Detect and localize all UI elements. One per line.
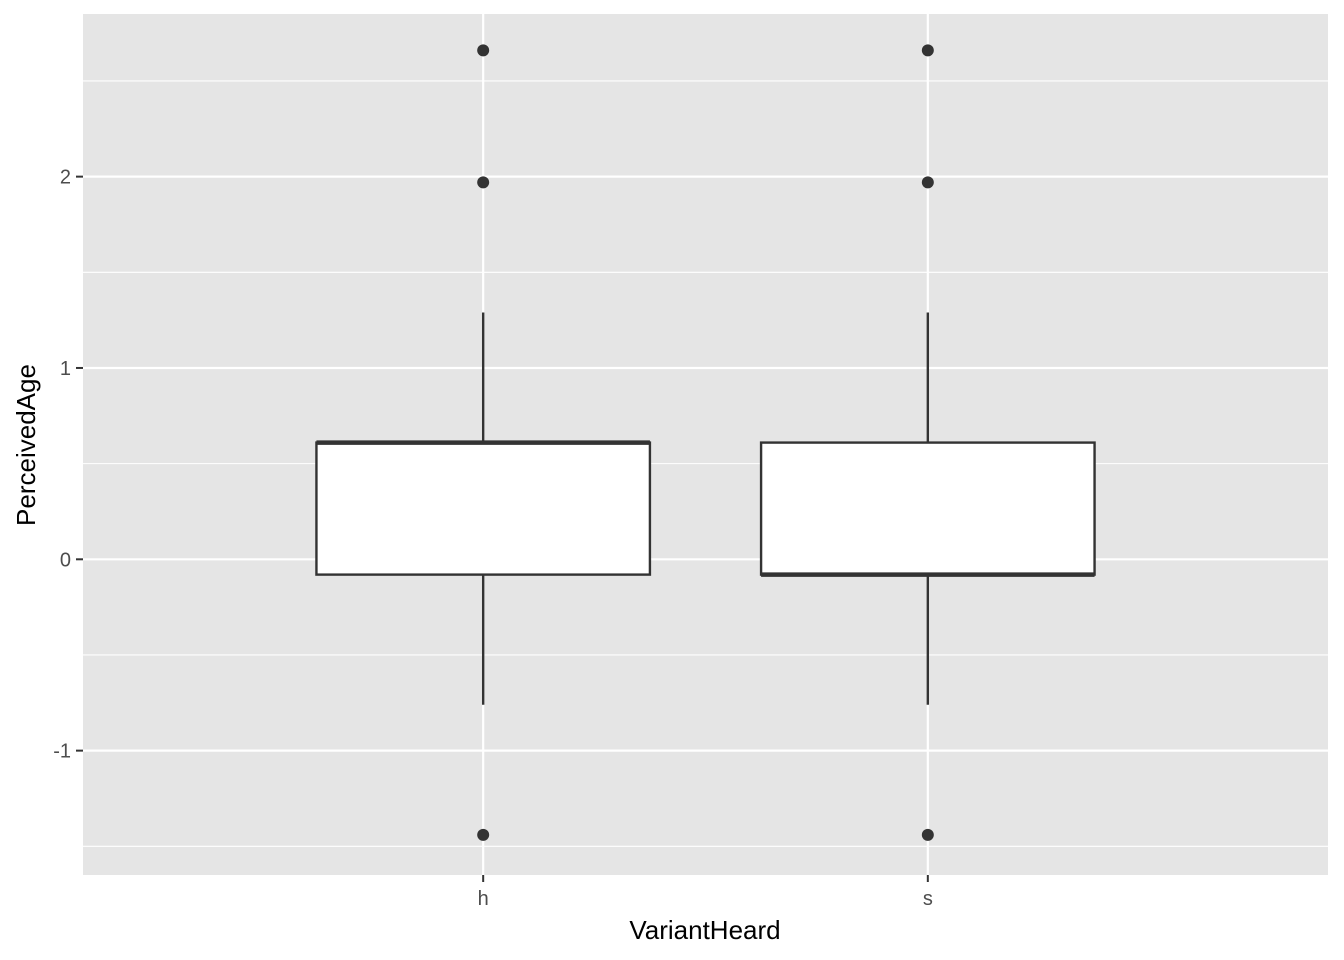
y-tick-label: 1 xyxy=(60,358,71,380)
outlier-point xyxy=(477,44,490,57)
y-axis-title: PerceivedAge xyxy=(11,364,41,526)
box xyxy=(315,441,652,576)
y-axis: -1 0 1 2 xyxy=(53,167,83,763)
x-tick-label: s xyxy=(923,888,933,910)
boxplot-s xyxy=(759,44,1096,841)
y-tick-label: 0 xyxy=(60,549,71,571)
x-tick-label: h xyxy=(478,888,489,910)
box xyxy=(759,441,1096,576)
outlier-point xyxy=(477,176,490,189)
y-tick-label: -1 xyxy=(53,741,71,763)
outlier-point xyxy=(477,828,490,841)
y-tick-label: 2 xyxy=(60,167,71,189)
outlier-point xyxy=(921,44,934,57)
outlier-point xyxy=(921,828,934,841)
boxplots xyxy=(315,44,1096,841)
x-axis-title: VariantHeard xyxy=(629,915,780,945)
boxplot-h xyxy=(315,44,652,841)
outlier-point xyxy=(921,176,934,189)
plot-panel xyxy=(83,14,1328,875)
grid-lines xyxy=(83,14,1328,875)
